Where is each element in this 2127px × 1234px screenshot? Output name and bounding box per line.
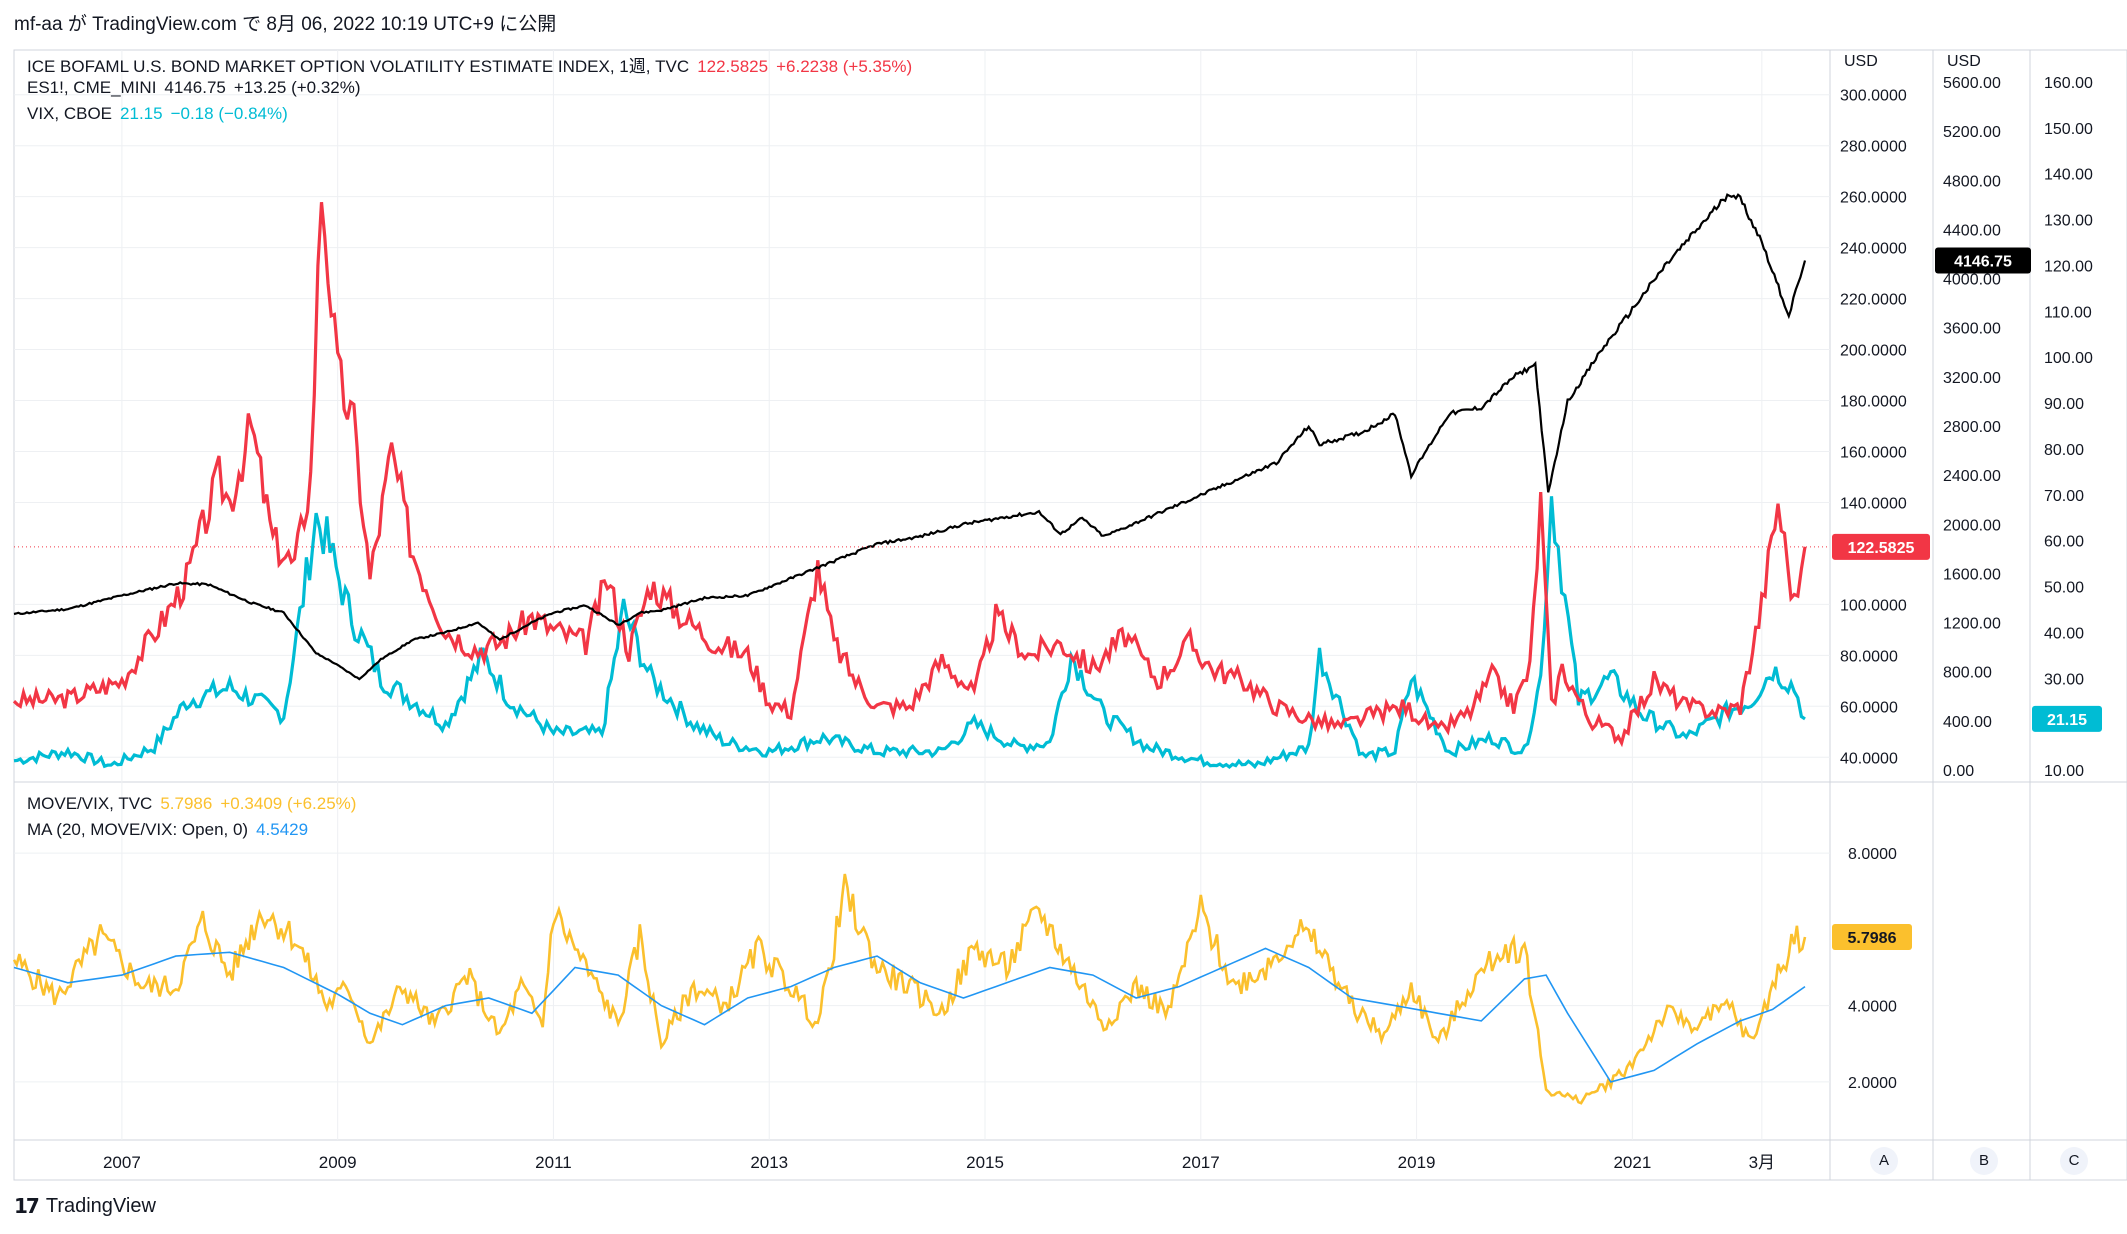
axis-a-tick: 160.0000 [1840,444,1907,461]
axis-b-tick: 4400.00 [1943,222,2001,239]
publish-header: mf-aa が TradingView.com で 8月 06, 2022 10… [0,0,2127,44]
x-tick-label: 2017 [1182,1153,1220,1172]
ratio-last-value-tag-bg [1832,924,1912,951]
legend-vix-value: 21.15 [120,104,163,123]
axis-a-tick: 140.0000 [1840,495,1907,512]
legend-move[interactable]: ICE BOFAML U.S. BOND MARKET OPTION VOLAT… [27,52,920,77]
axis-b-tick: 2800.00 [1943,419,2001,436]
legend-ma-name: MA (20, MOVE/VIX: Open, 0) [27,820,249,839]
axis-a-unit: USD [1844,53,1878,70]
scale-button-c[interactable]: C [2060,1147,2088,1175]
series-line-move-vix [12,873,1807,1105]
axis-c-tick: 110.00 [2044,304,2092,321]
axis-b-tick: 3600.00 [1943,321,2001,338]
tradingview-logo-icon: 𝟭𝟳 [14,1196,40,1218]
axis-c-tick: 10.00 [2044,763,2084,780]
footer: 𝟭𝟳 TradingView [14,1194,156,1219]
ratio-axis-tick: 2.0000 [1848,1075,1897,1092]
axis-b-tick: 1600.00 [1943,566,2001,583]
publish-info: mf-aa が TradingView.com で 8月 06, 2022 10… [14,14,557,35]
axis-c-tick: 60.00 [2044,534,2084,551]
axis-c-tick: 80.00 [2044,442,2084,459]
axis-a-tick: 60.0000 [1840,699,1898,716]
vix-last-value-tag-bg [2032,705,2102,732]
legend-move-name: ICE BOFAML U.S. BOND MARKET OPTION VOLAT… [27,57,690,76]
legend-ratio-change: +0.3409 (+6.25%) [220,794,357,813]
axis-c-tick: 50.00 [2044,580,2084,597]
axis-a-tick: 220.0000 [1840,292,1907,309]
axis-b-tick: 0.00 [1943,763,1974,780]
series-line-es [13,193,1807,681]
legend-vix-change: −0.18 (−0.84%) [170,104,288,123]
legend-es[interactable]: ES1!, CME_MINI 4146.75 +13.25 (+0.32%) [27,78,369,98]
move-last-value-tag-bg [1832,533,1930,560]
axis-a-tick: 80.0000 [1840,648,1898,665]
ratio-axis-tick: 4.0000 [1848,999,1897,1016]
axis-b-unit: USD [1947,53,1981,70]
legend-move-change: +6.2238 (+5.35%) [776,57,913,76]
x-tick-label: 3月 [1749,1153,1775,1172]
axis-a-tick: 280.0000 [1840,139,1907,156]
x-tick-label: 2019 [1398,1153,1436,1172]
legend-ma-value: 4.5429 [256,820,309,839]
ratio-axis-tick: 8.0000 [1848,846,1897,863]
axis-b-tick: 4000.00 [1943,272,2001,289]
legend-ratio[interactable]: MOVE/VIX, TVC 5.7986 +0.3409 (+6.25%) [27,794,364,814]
legend-vix[interactable]: VIX, CBOE 21.15 −0.18 (−0.84%) [27,104,296,124]
es-last-value-tag-bg [1935,247,2031,274]
axis-b-tick: 3200.00 [1943,370,2001,387]
axis-b-tick: 800.00 [1943,665,1992,682]
axis-c-tick: 100.00 [2044,350,2093,367]
axis-c-tick: 140.00 [2044,167,2093,184]
series-line-move [12,202,1807,748]
vix-last-value-tag: 21.15 [2047,712,2087,729]
x-tick-label: 2015 [966,1153,1004,1172]
axis-a-tick: 180.0000 [1840,394,1907,411]
legend-es-value: 4146.75 [164,78,226,97]
legend-move-value: 122.5825 [697,57,769,76]
axis-a-tick: 240.0000 [1840,241,1907,258]
axis-b-tick: 1200.00 [1943,616,2001,633]
x-tick-label: 2021 [1613,1153,1651,1172]
series-line-ma [13,947,1806,1083]
axis-b-tick: 5200.00 [1943,124,2001,141]
axis-c-tick: 160.00 [2044,75,2093,92]
scale-button-a[interactable]: A [1870,1147,1898,1175]
footer-brand[interactable]: TradingView [45,1195,156,1217]
es-last-value-tag: 4146.75 [1954,254,2012,271]
legend-ratio-value: 5.7986 [160,794,213,813]
axis-c-tick: 150.00 [2044,121,2093,138]
axis-b-tick: 4800.00 [1943,173,2001,190]
axis-c-tick: 30.00 [2044,671,2084,688]
axis-b-tick: 2000.00 [1943,517,2001,534]
ratio-last-value-tag: 5.7986 [1848,930,1897,947]
move-last-value-tag: 122.5825 [1848,540,1915,557]
legend-ma[interactable]: MA (20, MOVE/VIX: Open, 0) 4.5429 [27,820,316,840]
axis-c-tick: 130.00 [2044,213,2093,230]
legend-es-name: ES1!, CME_MINI [27,78,157,97]
x-tick-label: 2009 [319,1153,357,1172]
axis-c-tick: 70.00 [2044,488,2084,505]
legend-ratio-name: MOVE/VIX, TVC [27,794,153,813]
axis-c-tick: 90.00 [2044,396,2084,413]
axis-b-tick: 2400.00 [1943,468,2001,485]
legend-es-change: +13.25 (+0.32%) [233,78,361,97]
axis-a-tick: 200.0000 [1840,343,1907,360]
legend-vix-name: VIX, CBOE [27,104,113,123]
chart-frame [13,49,2127,1181]
scale-button-b[interactable]: B [1970,1147,1998,1175]
axis-b-tick: 5600.00 [1943,75,2001,92]
axis-a-tick: 100.0000 [1840,597,1907,614]
axis-a-tick: 40.0000 [1840,750,1898,767]
axis-c-tick: 120.00 [2044,258,2093,275]
x-tick-label: 2011 [535,1153,572,1172]
series-line-vix [13,496,1806,770]
x-tick-label: 2007 [103,1153,141,1172]
axis-c-tick: 40.00 [2044,625,2084,642]
axis-a-tick: 260.0000 [1840,190,1907,207]
x-tick-label: 2013 [750,1153,788,1172]
axis-a-tick: 300.0000 [1840,88,1907,105]
axis-b-tick: 400.00 [1943,714,1992,731]
